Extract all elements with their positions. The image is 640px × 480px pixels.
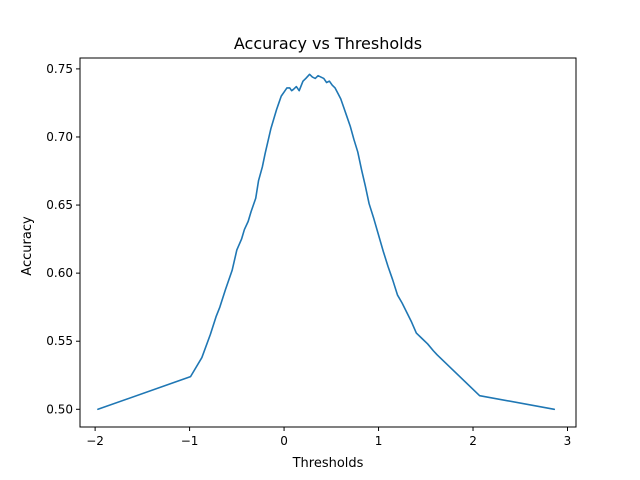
x-tick-label: −2 — [86, 434, 104, 448]
y-tick-label: 0.55 — [46, 334, 73, 348]
y-tick-label: 0.50 — [46, 402, 73, 416]
y-tick-label: 0.70 — [46, 130, 73, 144]
x-tick-label: 0 — [280, 434, 288, 448]
x-tick-label: 2 — [469, 434, 477, 448]
series-line-0 — [97, 73, 556, 411]
x-axis-label: Thresholds — [292, 456, 364, 471]
x-tick-label: 3 — [564, 434, 572, 448]
plot-area: −2 −1 0 1 2 3 0.50 0.55 0.60 0.65 0.70 0.75 — [46, 57, 577, 448]
chart-title: Accuracy vs Thresholds — [234, 34, 422, 53]
y-tick-label: 0.65 — [46, 198, 73, 212]
x-tick-label: −1 — [181, 434, 199, 448]
y-tick-label: 0.60 — [46, 266, 73, 280]
plot-frame — [79, 57, 577, 428]
x-tick-label: 1 — [375, 434, 383, 448]
y-axis-label: Accuracy — [20, 216, 35, 276]
y-tick-label: 0.75 — [46, 62, 73, 76]
